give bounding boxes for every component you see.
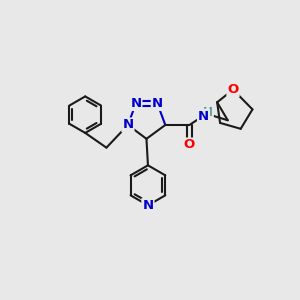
Text: N: N bbox=[198, 110, 209, 123]
Text: O: O bbox=[184, 139, 195, 152]
Text: N: N bbox=[152, 97, 163, 110]
Text: O: O bbox=[227, 83, 239, 96]
Text: N: N bbox=[130, 97, 141, 110]
Text: N: N bbox=[142, 199, 154, 212]
Text: H: H bbox=[203, 106, 213, 119]
Text: N: N bbox=[122, 118, 134, 131]
